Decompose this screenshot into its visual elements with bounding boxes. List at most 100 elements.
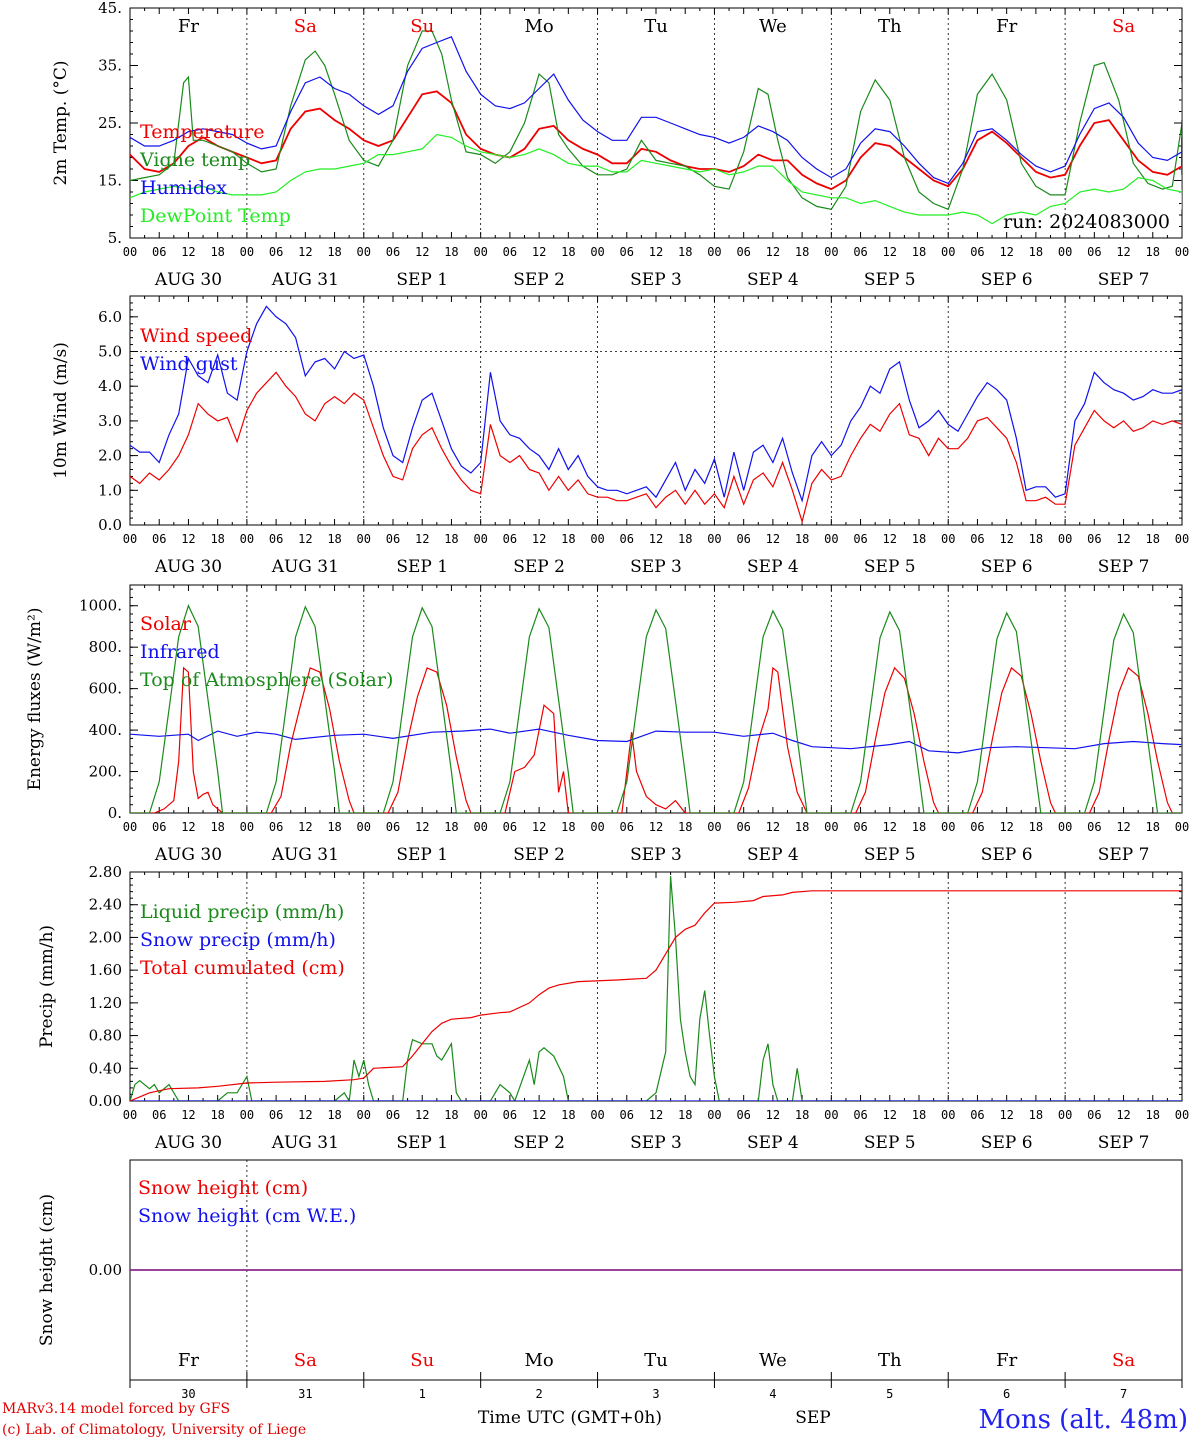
legend-entry: Snow height (cm) <box>138 1177 308 1199</box>
day-of-week-label: We <box>759 16 787 37</box>
hour-tick-label: 06 <box>503 820 517 834</box>
date-label: SEP 2 <box>513 557 565 577</box>
hour-tick-label: 18 <box>444 532 458 546</box>
series-line-dewpoint-temp <box>130 133 1182 225</box>
hour-tick-label: 18 <box>1146 245 1160 259</box>
date-label: SEP 1 <box>396 270 448 290</box>
hour-tick-label: 06 <box>970 1108 984 1122</box>
bottom-day-number: 7 <box>1120 1387 1127 1401</box>
hour-tick-label: 12 <box>298 1108 312 1122</box>
hour-tick-label: 18 <box>561 1108 575 1122</box>
hour-tick-label: 18 <box>444 245 458 259</box>
hour-tick-label: 12 <box>883 820 897 834</box>
hour-tick-label: 06 <box>503 1108 517 1122</box>
hour-tick-label: 00 <box>473 532 487 546</box>
hour-tick-label: 00 <box>1175 1108 1189 1122</box>
hour-tick-label: 00 <box>824 245 838 259</box>
date-label: SEP 3 <box>630 1133 682 1153</box>
date-label: SEP 3 <box>630 845 682 865</box>
legend-entry: Snow precip (mm/h) <box>140 929 336 951</box>
hour-tick-label: 18 <box>1029 532 1043 546</box>
hour-tick-label: 12 <box>649 245 663 259</box>
hour-tick-label: 18 <box>561 532 575 546</box>
hour-tick-label: 06 <box>386 1108 400 1122</box>
hour-tick-label: 18 <box>327 820 341 834</box>
date-label: SEP 3 <box>630 557 682 577</box>
hour-tick-label: 18 <box>561 245 575 259</box>
date-label: SEP 4 <box>747 557 799 577</box>
date-label: SEP 2 <box>513 845 565 865</box>
hour-tick-label: 12 <box>999 532 1013 546</box>
hour-tick-label: 00 <box>590 245 604 259</box>
hour-tick-label: 00 <box>1175 820 1189 834</box>
panel-5: 0.00 Snow height (cm) Snow height (cm) Snow… <box>37 1159 1183 1401</box>
hour-tick-label: 18 <box>912 245 926 259</box>
hour-tick-label: 06 <box>736 532 750 546</box>
bottom-day-number: 3 <box>652 1387 659 1401</box>
hour-tick-label: 12 <box>532 532 546 546</box>
hour-tick-label: 00 <box>941 532 955 546</box>
hour-tick-label: 12 <box>649 1108 663 1122</box>
hour-tick-label: 06 <box>970 245 984 259</box>
hour-tick-label: 06 <box>152 820 166 834</box>
date-label: SEP 4 <box>747 845 799 865</box>
hour-tick-label: 12 <box>298 820 312 834</box>
hour-tick-label: 12 <box>532 1108 546 1122</box>
hour-tick-label: 12 <box>298 532 312 546</box>
day-of-week-label: Sa <box>1112 16 1135 37</box>
hour-tick-label: 18 <box>795 532 809 546</box>
date-label: AUG 31 <box>271 845 339 865</box>
bottom-day-of-week: We <box>759 1350 787 1371</box>
hour-tick-label: 06 <box>386 245 400 259</box>
hour-tick-label: 06 <box>853 820 867 834</box>
hour-tick-label: 00 <box>1175 245 1189 259</box>
hour-tick-label: 00 <box>473 245 487 259</box>
hour-tick-label: 00 <box>123 1108 137 1122</box>
legend-entry: Wind speed <box>140 325 252 347</box>
hour-tick-label: 06 <box>1087 245 1101 259</box>
hour-tick-label: 00 <box>1058 245 1072 259</box>
date-label: AUG 30 <box>154 845 222 865</box>
hour-tick-label: 12 <box>415 245 429 259</box>
y-tick-label: 45. <box>98 0 122 17</box>
hour-tick-label: 12 <box>532 820 546 834</box>
hour-tick-label: 06 <box>736 820 750 834</box>
hour-tick-label: 18 <box>210 532 224 546</box>
day-of-week-label: Fr <box>178 16 199 37</box>
legend-entry: Total cumulated (cm) <box>140 957 345 979</box>
hour-tick-label: 00 <box>590 532 604 546</box>
hour-tick-label: 18 <box>210 820 224 834</box>
y-tick-label: 0.00 <box>89 1261 122 1279</box>
run-label: run: 2024083000 <box>1003 211 1170 233</box>
date-label: SEP 1 <box>396 1133 448 1153</box>
hour-tick-label: 00 <box>824 532 838 546</box>
hour-tick-label: 12 <box>181 245 195 259</box>
hour-tick-label: 00 <box>357 532 371 546</box>
y-tick-label: 400. <box>89 721 122 739</box>
date-label: SEP 5 <box>864 1133 916 1153</box>
hour-tick-label: 18 <box>678 245 692 259</box>
day-of-week-label: Mo <box>524 16 553 37</box>
date-label: SEP 5 <box>864 557 916 577</box>
y-tick-label: 5.0 <box>98 343 122 361</box>
hour-tick-label: 00 <box>1175 532 1189 546</box>
date-label: SEP 2 <box>513 270 565 290</box>
hour-tick-label: 00 <box>240 1108 254 1122</box>
date-label: SEP 7 <box>1098 845 1150 865</box>
hour-tick-label: 06 <box>736 245 750 259</box>
y-tick-label: 0.0 <box>98 516 122 534</box>
panel-2: 0.0 1.0 2.0 3.0 4.0 5.0 6.0 10m Wind (m/s) Wind … <box>51 295 1189 577</box>
y-tick-label: 200. <box>89 763 122 781</box>
hour-tick-label: 12 <box>883 245 897 259</box>
date-label: AUG 30 <box>154 557 222 577</box>
hour-tick-label: 06 <box>269 245 283 259</box>
bottom-day-of-week: Fr <box>996 1350 1017 1371</box>
hour-tick-label: 06 <box>853 532 867 546</box>
bottom-day-number: 4 <box>769 1387 776 1401</box>
hour-tick-label: 12 <box>1116 820 1130 834</box>
hour-tick-label: 12 <box>415 820 429 834</box>
hour-tick-label: 06 <box>1087 532 1101 546</box>
series-line-humidex <box>130 36 1182 185</box>
hour-tick-label: 06 <box>269 820 283 834</box>
y-tick-label: 0.40 <box>89 1059 122 1077</box>
